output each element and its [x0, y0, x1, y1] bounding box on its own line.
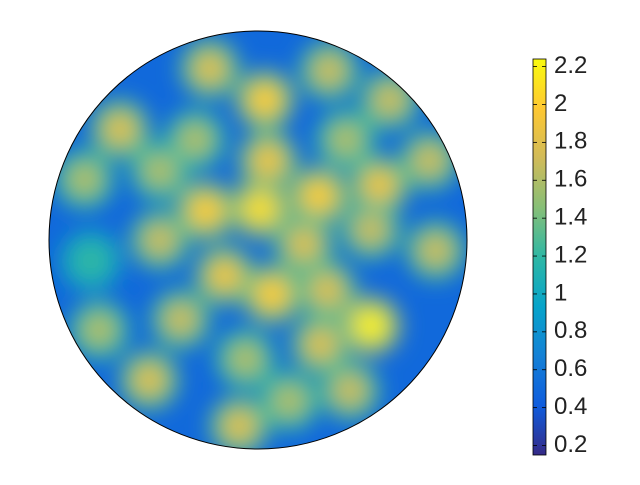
spot [83, 313, 116, 346]
spot [164, 303, 197, 336]
spot [302, 180, 335, 213]
spot [244, 192, 277, 225]
spot [252, 144, 285, 177]
spot [313, 54, 346, 87]
spot [133, 364, 166, 397]
field [49, 31, 467, 449]
spot [273, 384, 306, 417]
spot [354, 309, 387, 342]
colorbar-tick-label: 0.2 [554, 431, 587, 458]
colorbar-tick-label: 0.4 [554, 393, 587, 420]
spot [104, 113, 137, 146]
colorbar-tick-label: 1.2 [554, 241, 587, 268]
spot [310, 274, 343, 307]
colorbar-tick-label: 1.4 [554, 204, 587, 231]
colorbar-tick-label: 0.8 [554, 317, 587, 344]
spot [229, 343, 262, 376]
spot [68, 163, 101, 196]
spot [143, 224, 176, 256]
spots [54, 38, 466, 449]
spot [419, 234, 452, 267]
spot [287, 228, 320, 261]
colorbar [532, 58, 547, 456]
spot [329, 123, 362, 156]
domain-boundary [48, 30, 468, 450]
spot [223, 410, 256, 443]
spot [179, 123, 212, 156]
colorbar-tick-label: 2 [554, 90, 567, 117]
spot [248, 83, 281, 116]
spot [413, 144, 446, 177]
spot [256, 278, 289, 311]
spot [74, 244, 107, 277]
spot [193, 52, 226, 85]
spot [363, 169, 396, 202]
spot [208, 259, 241, 292]
spot [333, 374, 366, 407]
spot [354, 213, 387, 246]
colorbar-tick-label: 1.6 [554, 166, 587, 193]
colorbar-tick-label: 2.2 [554, 52, 587, 79]
spot [304, 328, 337, 361]
colorbar-tick-label: 1.8 [554, 128, 587, 155]
spot [143, 155, 176, 188]
spot [373, 83, 406, 116]
colorbar-tick-label: 0.6 [554, 355, 587, 382]
colorbar-tick-label: 1 [554, 279, 567, 306]
spot [189, 194, 222, 227]
